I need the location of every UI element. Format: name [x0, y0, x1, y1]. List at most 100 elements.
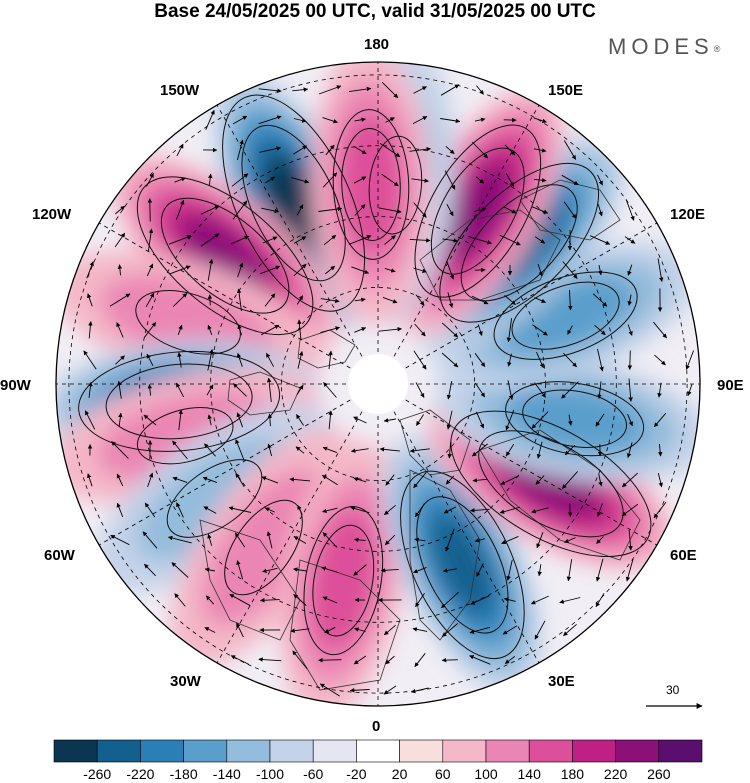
wind-arrow: [207, 533, 213, 546]
wind-arrow: [293, 145, 308, 155]
wind-arrow: [471, 141, 489, 159]
wind-arrow: [504, 294, 516, 306]
wind-arrow: [530, 595, 549, 605]
polar-cap: [348, 354, 408, 414]
positive-anomaly-lobe: [309, 510, 377, 652]
wind-arrow: [564, 444, 576, 456]
wind-arrow: [258, 115, 282, 125]
wind-arrow: [292, 650, 308, 670]
wind-arrow: [592, 293, 608, 307]
wind-arrow: [625, 199, 635, 221]
wind-arrow: [532, 206, 549, 214]
wind-arrow: [353, 655, 367, 665]
wind-arrow: [628, 529, 633, 551]
wind-arrow: [322, 532, 338, 548]
meridian-line: [377, 104, 540, 385]
wind-arrow: [144, 563, 156, 577]
colorbar-cell: [399, 739, 444, 763]
wind-arrow: [657, 382, 662, 398]
wind-arrow: [597, 381, 602, 400]
contour-line: [135, 290, 241, 355]
wind-arrow: [83, 350, 97, 370]
wind-arrow: [531, 507, 549, 514]
colorbar-cell: [572, 739, 616, 763]
wind-arrow: [564, 537, 576, 543]
wind-arrow: [296, 414, 304, 426]
wind-arrow: [318, 657, 342, 663]
wind-arrow: [233, 383, 247, 397]
wind-arrow: [409, 238, 431, 243]
wind-arrow: [384, 267, 396, 273]
colorbar-cell: [528, 739, 573, 763]
wind-arrow: [175, 199, 185, 220]
wind-arrow: [382, 296, 398, 304]
wind-arrow: [598, 473, 603, 487]
wind-arrow: [568, 414, 573, 426]
wind-arrow: [562, 471, 578, 489]
wind-arrow: [117, 380, 122, 399]
colorbar-cell: [96, 739, 141, 763]
wind-arrow: [144, 502, 156, 518]
wind-arrow: [143, 414, 157, 426]
wind-arrow: [318, 85, 342, 95]
coastline: [199, 519, 301, 641]
wind-arrow: [624, 236, 636, 244]
wind-arrow: [628, 378, 633, 402]
wind-arrow: [416, 414, 424, 426]
wind-arrow: [348, 235, 372, 245]
wind-arrow: [320, 326, 341, 334]
wind-arrow: [563, 352, 577, 368]
wind-arrow: [568, 290, 573, 311]
wind-arrow: [536, 352, 544, 369]
contour-line: [241, 124, 346, 282]
wind-arrow: [441, 657, 458, 663]
wind-arrow: [687, 384, 693, 397]
wind-arrow: [503, 206, 517, 214]
wind-arrow: [445, 475, 455, 485]
wind-arrow: [178, 409, 183, 431]
wind-arrow: [414, 503, 426, 518]
wind-arrow: [297, 504, 303, 515]
wind-arrow: [325, 265, 336, 275]
wind-arrow: [236, 622, 244, 638]
colorbar-tick-label: -260: [83, 766, 112, 782]
wind-arrow: [534, 236, 546, 244]
wind-arrow: [378, 326, 403, 332]
wind-arrow: [115, 355, 125, 365]
wind-arrow: [657, 472, 663, 488]
wind-arrow: [350, 506, 370, 514]
reference-vector-value: 30: [666, 683, 680, 697]
wind-arrow: [474, 538, 486, 543]
contour-line: [332, 109, 410, 260]
lon-label-90e: 90E: [717, 377, 744, 394]
wind-arrow: [385, 117, 395, 123]
colorbar: [53, 739, 703, 763]
wind-arrow: [507, 380, 514, 401]
wind-arrow: [296, 204, 304, 216]
wind-arrow: [476, 85, 484, 95]
map-disc: [56, 62, 700, 706]
wind-arrow: [261, 207, 280, 214]
wind-arrow: [442, 568, 457, 573]
wind-arrow: [177, 324, 183, 335]
contour-line: [460, 184, 578, 302]
wind-arrow: [145, 292, 155, 308]
wind-arrow: [322, 446, 338, 454]
wind-arrow: [200, 205, 220, 215]
wind-arrow: [653, 412, 667, 428]
wind-arrow: [504, 144, 516, 156]
wind-arrow: [88, 321, 93, 339]
negative-anomaly-lobe: [497, 277, 634, 355]
lon-label-0: 0: [372, 718, 381, 735]
wind-arrow: [627, 350, 633, 370]
wind-arrow: [84, 410, 96, 430]
wind-arrow: [501, 535, 519, 545]
wind-arrow: [595, 413, 605, 427]
wind-arrow: [381, 173, 399, 187]
wind-arrow: [533, 117, 547, 124]
lon-label-180: 180: [364, 36, 390, 53]
wind-arrow: [654, 354, 666, 366]
wind-arrow: [384, 235, 396, 245]
wind-arrow: [322, 596, 338, 604]
wind-arrow: [320, 298, 340, 304]
